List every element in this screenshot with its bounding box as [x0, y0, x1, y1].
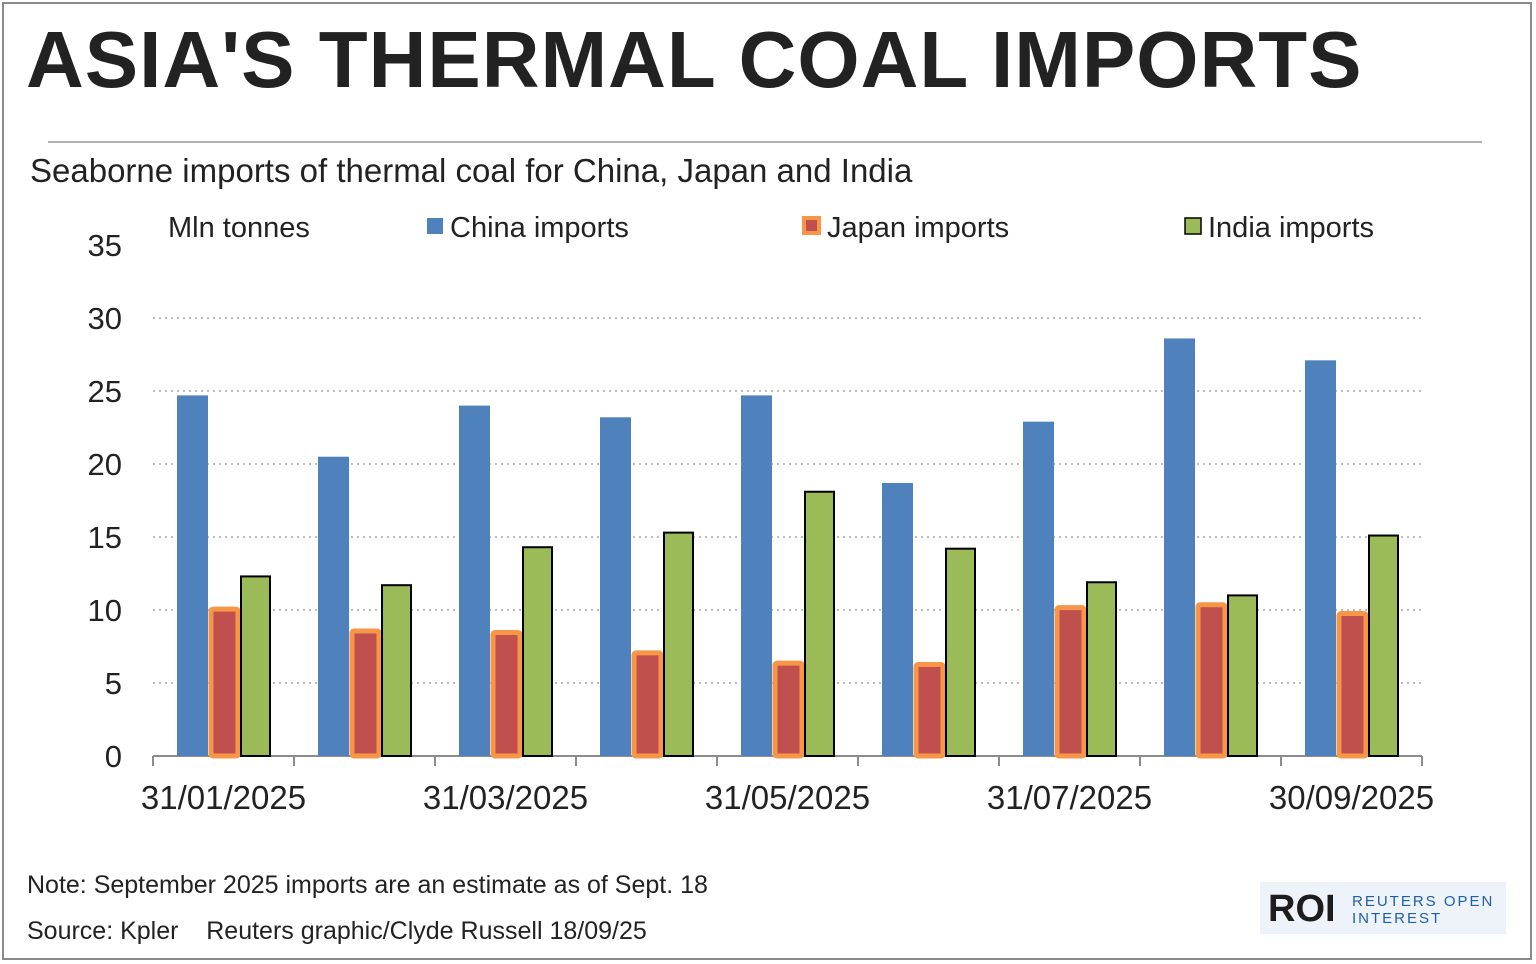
china-bar	[459, 405, 490, 756]
x-tick-label: 31/01/2025	[141, 779, 306, 816]
logo-mark: ROI	[1268, 888, 1336, 930]
y-tick-label: 20	[88, 447, 122, 482]
china-bar	[1305, 360, 1336, 756]
legend-swatch-china	[427, 218, 443, 234]
china-bar	[1023, 421, 1054, 756]
china-bar	[882, 482, 913, 756]
y-tick-label: 25	[88, 374, 122, 409]
y-tick-label: 15	[88, 520, 122, 555]
legend-label-japan: Japan imports	[827, 212, 1009, 244]
y-tick-label: 0	[105, 739, 122, 774]
source-text: Source: Kpler Reuters graphic/Clyde Russ…	[27, 917, 647, 945]
india-bar	[522, 546, 553, 757]
y-tick-label: 30	[88, 301, 122, 336]
note-text: Note: September 2025 imports are an esti…	[27, 871, 708, 899]
china-bar	[600, 417, 631, 756]
chart-title: ASIA'S THERMAL COAL IMPORTS	[26, 15, 1363, 104]
logo-text: REUTERS OPEN INTEREST	[1352, 893, 1495, 927]
india-bar	[240, 575, 271, 757]
x-tick-label: 31/07/2025	[987, 779, 1152, 816]
japan-bar	[631, 650, 664, 759]
japan-bar	[772, 660, 805, 759]
japan-bar	[1195, 602, 1228, 759]
china-bar	[177, 395, 208, 756]
japan-bar	[913, 662, 946, 759]
x-tick-label: 31/03/2025	[423, 779, 588, 816]
y-tick-label: 5	[105, 666, 122, 701]
legend-swatch-japan	[802, 216, 821, 235]
y-tick-label: 35	[88, 228, 122, 263]
legend-swatch-india	[1184, 217, 1202, 235]
china-bar	[741, 395, 772, 756]
india-bar	[945, 547, 976, 757]
india-bar	[804, 490, 835, 757]
chart-subtitle: Seaborne imports of thermal coal for Chi…	[30, 152, 913, 189]
china-bar	[1164, 338, 1195, 756]
legend-label-india: India imports	[1208, 212, 1374, 244]
india-bar	[663, 531, 694, 757]
japan-bar	[349, 628, 382, 759]
india-bar	[1227, 594, 1258, 758]
china-bar	[318, 456, 349, 756]
india-bar	[1086, 581, 1117, 758]
japan-bar	[1336, 610, 1369, 759]
roi-logo: ROI REUTERS OPEN INTEREST	[1260, 882, 1506, 934]
x-tick-label: 30/09/2025	[1269, 779, 1434, 816]
japan-bar	[1054, 605, 1087, 759]
y-tick-label: 10	[88, 593, 122, 628]
x-tick-label: 31/05/2025	[705, 779, 870, 816]
title-divider	[48, 141, 1482, 143]
y-axis-label: Mln tonnes	[168, 212, 310, 244]
india-bar	[381, 584, 412, 757]
legend-label-china: China imports	[450, 212, 629, 244]
japan-bar	[490, 629, 523, 759]
japan-bar	[208, 606, 241, 759]
india-bar	[1368, 534, 1399, 757]
